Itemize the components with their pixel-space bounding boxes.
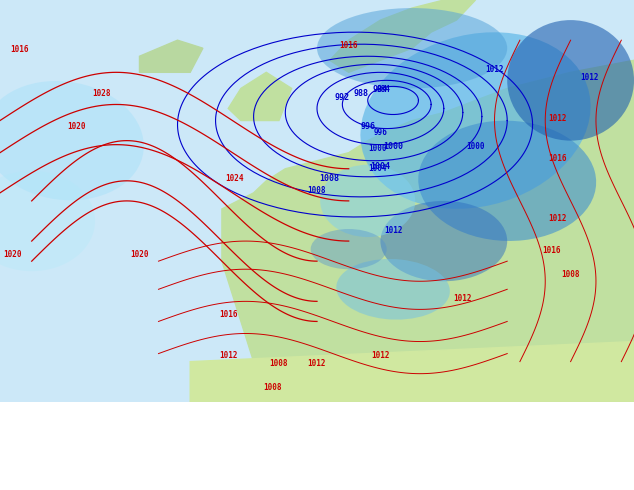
Bar (148, 464, 166, 482)
Text: 992: 992 (335, 94, 350, 102)
Bar (112, 464, 130, 482)
Text: 1012: 1012 (485, 65, 504, 74)
Text: 1000: 1000 (368, 144, 387, 153)
Text: 1012: 1012 (548, 214, 567, 223)
Ellipse shape (317, 8, 507, 88)
Text: 1020: 1020 (67, 122, 86, 130)
Text: 1012: 1012 (548, 114, 567, 122)
Text: 45: 45 (223, 484, 235, 490)
Polygon shape (139, 40, 203, 73)
Ellipse shape (311, 229, 387, 269)
Text: 1012: 1012 (384, 226, 403, 235)
Text: 0.5: 0.5 (24, 484, 38, 490)
Bar (22, 464, 40, 482)
Ellipse shape (336, 259, 450, 319)
Text: 1012: 1012 (453, 294, 472, 303)
Text: 1012: 1012 (580, 74, 599, 82)
Text: 1012: 1012 (307, 359, 327, 368)
Text: 1012: 1012 (219, 351, 238, 360)
Polygon shape (330, 0, 476, 73)
Text: 1008: 1008 (307, 186, 327, 195)
Text: 1000: 1000 (466, 142, 485, 150)
Text: 1028: 1028 (92, 90, 111, 98)
Text: 20: 20 (133, 484, 145, 490)
Polygon shape (222, 60, 634, 402)
Bar (130, 464, 148, 482)
Text: 1016: 1016 (219, 311, 238, 319)
Text: 25: 25 (152, 484, 163, 490)
Text: 1008: 1008 (269, 359, 288, 368)
Text: 984: 984 (377, 85, 391, 95)
Bar (4, 464, 274, 482)
Text: 996: 996 (360, 122, 375, 130)
Text: 1020: 1020 (130, 250, 149, 259)
Ellipse shape (320, 165, 415, 237)
Text: 1004: 1004 (370, 162, 391, 171)
Bar (4, 464, 22, 482)
Bar (166, 464, 184, 482)
Bar (238, 464, 256, 482)
Bar (184, 464, 202, 482)
Text: 0.1: 0.1 (6, 484, 20, 490)
Text: 1012: 1012 (371, 351, 390, 360)
Text: 1008: 1008 (263, 383, 282, 392)
Ellipse shape (0, 81, 144, 200)
Ellipse shape (507, 20, 634, 141)
Ellipse shape (360, 32, 591, 209)
Text: 40: 40 (205, 484, 217, 490)
Text: 10: 10 (97, 484, 109, 490)
Text: 1008: 1008 (320, 174, 340, 183)
Ellipse shape (418, 121, 596, 241)
Text: 1004: 1004 (368, 164, 387, 173)
Text: 1008: 1008 (561, 270, 580, 279)
Text: 30: 30 (169, 484, 181, 490)
Text: 1016: 1016 (339, 41, 358, 50)
Text: Precipitation [mm] ECMWF: Precipitation [mm] ECMWF (4, 418, 190, 432)
Text: 996: 996 (373, 127, 387, 137)
Text: 1016: 1016 (542, 246, 561, 255)
Text: 15: 15 (115, 484, 127, 490)
Text: 35: 35 (187, 484, 198, 490)
Bar (94, 464, 112, 482)
Text: 1016: 1016 (10, 45, 29, 54)
Bar (40, 464, 58, 482)
Text: 1016: 1016 (548, 154, 567, 163)
Text: 1000: 1000 (383, 142, 403, 150)
Bar (220, 464, 238, 482)
Text: 5: 5 (82, 484, 88, 490)
Text: 988: 988 (354, 90, 369, 98)
Polygon shape (228, 73, 292, 121)
Text: 1024: 1024 (225, 174, 244, 183)
Text: 50: 50 (242, 484, 253, 490)
Text: ©weatheronline.co.uk: ©weatheronline.co.uk (506, 438, 630, 448)
Ellipse shape (380, 201, 507, 281)
Text: 1: 1 (46, 484, 52, 490)
Bar (202, 464, 220, 482)
Ellipse shape (0, 171, 95, 271)
Bar (256, 464, 274, 482)
Text: 1020: 1020 (3, 250, 22, 259)
Polygon shape (190, 342, 634, 402)
Text: 984: 984 (373, 85, 388, 95)
Text: 2: 2 (64, 484, 70, 490)
Bar (76, 464, 94, 482)
Bar (58, 464, 76, 482)
Text: Mo 03-06-2024 09..12 UTC (18+90): Mo 03-06-2024 09..12 UTC (18+90) (406, 418, 630, 431)
